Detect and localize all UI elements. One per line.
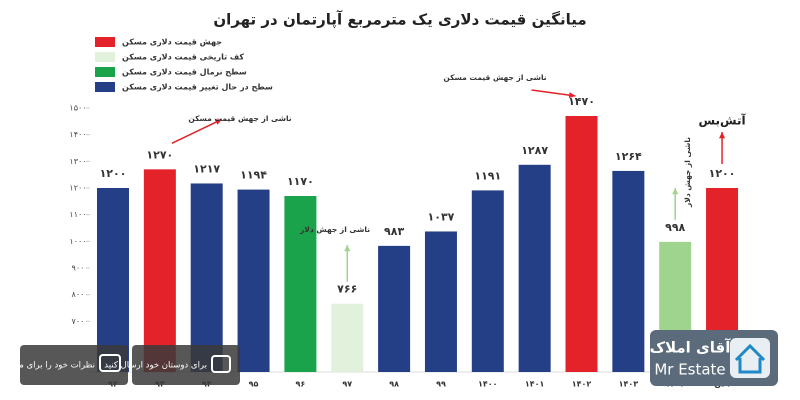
bar	[237, 189, 270, 372]
y-tick-label: ۱۱۰۰	[69, 210, 86, 219]
bar	[471, 190, 504, 372]
value-label: ۱۲۱۷	[193, 162, 220, 175]
x-tick-label: ۹۷	[342, 380, 352, 389]
brand-en: Mr Estate	[654, 361, 725, 379]
brand-logo: آقای املاک Mr Estate	[650, 330, 778, 386]
legend-label: سطح نرمال قیمت دلاری مسکن	[122, 68, 247, 77]
comment-text: نظرات خود را برای ما ثبت کنید	[0, 361, 95, 371]
share-icon	[211, 355, 231, 373]
legend-label: سطح در حال تغییر قیمت دلاری مسکن	[122, 83, 273, 92]
value-label: ۱۲۰۰	[709, 167, 736, 180]
brand-fa: آقای املاک	[650, 339, 732, 357]
y-tick-label: ۱۵۰۰	[69, 104, 86, 113]
annotation-arrow	[171, 118, 223, 145]
annotation: ناشی از جهش دلار	[299, 225, 370, 234]
value-label: ۹۹۸	[665, 221, 685, 234]
x-tick-label: ۹۹	[436, 380, 446, 389]
comment-widget[interactable]: نظرات خود را برای ما ثبت کنید	[0, 345, 128, 385]
bar	[378, 245, 411, 372]
arrow-head	[568, 92, 576, 99]
comment-icon	[99, 354, 121, 372]
chart-title: میانگین قیمت دلاری یک مترمربع آپارتمان د…	[213, 11, 586, 30]
legend-swatch	[95, 52, 115, 62]
bar	[424, 231, 457, 372]
share-text: برای دوستان خود ارسال کنید	[104, 361, 207, 371]
annotation: ناشی از جهش قیمت مسکن	[188, 114, 291, 123]
value-label: ۱۲۰۰	[100, 167, 127, 180]
annotation: ناشی از جهش قیمت مسکن	[443, 73, 546, 82]
bar	[518, 164, 551, 372]
y-tick-label: ۱۴۰۰	[69, 130, 86, 139]
bar	[331, 303, 364, 372]
y-tick-label: ۷۰۰	[72, 317, 85, 326]
arrow-head	[672, 188, 679, 195]
share-widget[interactable]: برای دوستان خود ارسال کنید	[104, 345, 240, 385]
legend-swatch	[95, 37, 115, 47]
widget-bg	[132, 345, 240, 385]
y-tick-label: ۱۲۰۰	[69, 184, 86, 193]
value-label: ۱۱۷۰	[287, 175, 314, 188]
legend-label: جهش قیمت دلاری مسکن	[122, 38, 222, 48]
value-label: ۱۱۹۴	[240, 169, 267, 182]
legend-swatch	[95, 82, 115, 92]
value-label: ۹۸۳	[384, 225, 404, 238]
annotation-arrow	[531, 89, 576, 97]
arrow-head	[214, 119, 222, 125]
bar	[97, 188, 129, 372]
value-label: ۷۶۶	[337, 283, 357, 296]
value-label: ۱۲۷۰	[146, 148, 173, 161]
value-label: ۱۲۶۴	[615, 150, 642, 163]
bar	[565, 116, 598, 372]
annotation: آتش‌بس	[699, 113, 747, 128]
x-tick-label: ۹۵	[249, 380, 259, 389]
value-label: ۱۴۷۰	[568, 95, 595, 108]
x-tick-label: ۱۴۰۱	[525, 380, 545, 389]
y-tick-label: ۹۰۰	[72, 264, 85, 273]
x-tick-label: ۹۶	[296, 380, 306, 389]
legend-swatch	[95, 67, 115, 77]
y-tick-label: ۱۰۰۰	[69, 237, 86, 246]
value-label: ۱۱۹۱	[474, 169, 501, 182]
arrow-head	[719, 132, 726, 139]
x-tick-label: ۹۸	[389, 380, 399, 389]
y-tick-label: ۱۳۰۰	[69, 157, 86, 166]
logo-house	[734, 343, 766, 374]
bar	[143, 169, 176, 372]
value-label: ۱۲۸۷	[521, 144, 548, 157]
bar	[190, 183, 223, 372]
bar	[284, 196, 317, 372]
x-tick-label: ۱۴۰۳	[619, 380, 639, 389]
arrow-head	[344, 245, 351, 252]
value-label: ۱۰۳۷	[428, 210, 455, 223]
x-tick-label: ۱۴۰۰	[478, 380, 498, 389]
annotation: ناشی از جهش دلار	[683, 137, 692, 208]
y-tick-label: ۸۰۰	[72, 290, 85, 299]
bar	[612, 170, 645, 372]
legend-label: کف تاریخی قیمت دلاری مسکن	[122, 53, 244, 62]
x-tick-label: ۱۴۰۲	[572, 380, 592, 389]
